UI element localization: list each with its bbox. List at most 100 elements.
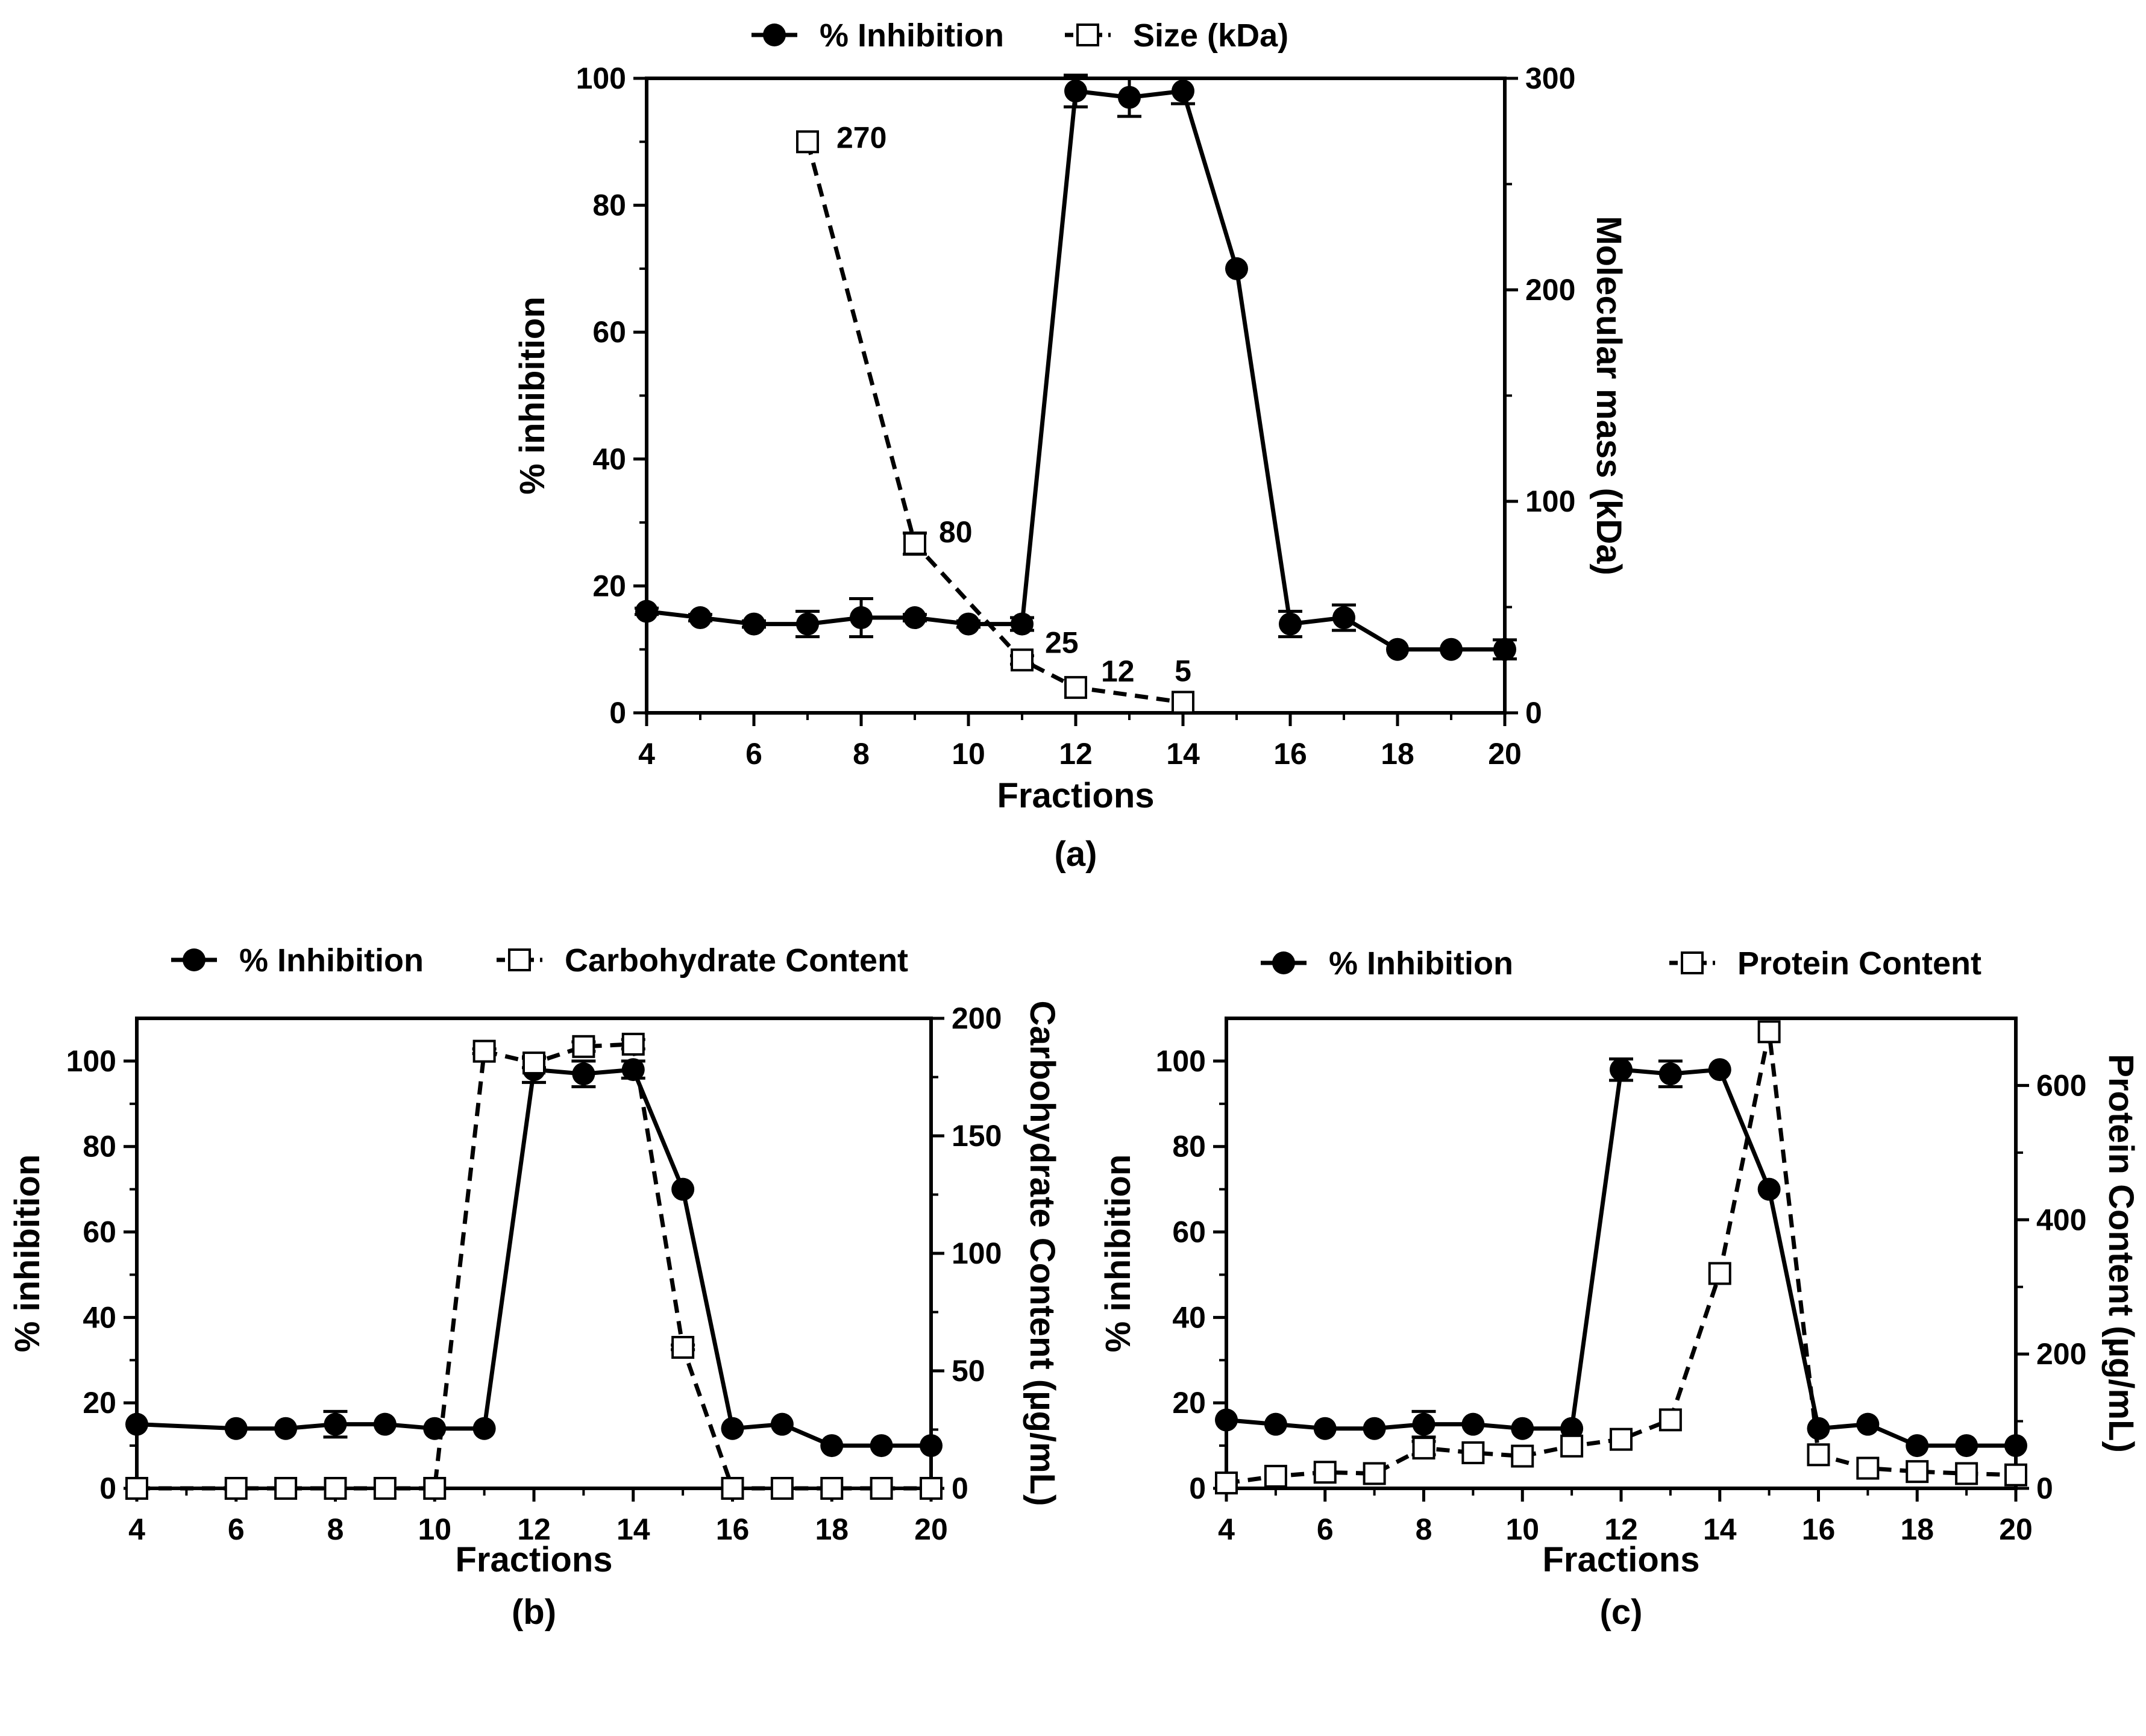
content-point — [870, 1477, 893, 1500]
x-tick-label: 10 — [1505, 1512, 1539, 1546]
inhibition-point — [1118, 86, 1141, 109]
y-right-tick-label: 0 — [1525, 696, 1542, 730]
content-point — [1955, 1462, 1978, 1485]
x-tick-label: 18 — [1900, 1512, 1934, 1546]
inhibition-point — [850, 606, 873, 630]
inhibition-point — [1172, 80, 1194, 103]
content-point — [920, 1477, 943, 1500]
content-point — [621, 1032, 645, 1056]
series-solid-line — [646, 89, 1505, 652]
inhibition-point — [920, 1434, 943, 1458]
x-tick-label: 16 — [1802, 1512, 1836, 1546]
inhibition-point — [1708, 1058, 1731, 1082]
panel-caption: (b) — [512, 1593, 556, 1632]
x-tick-label: 18 — [1381, 737, 1414, 771]
inhibition-point — [742, 612, 765, 636]
x-tick-label: 4 — [128, 1512, 145, 1546]
content-point — [671, 1336, 695, 1359]
x-tick-label: 8 — [327, 1512, 344, 1546]
inhibition-point — [820, 1434, 844, 1458]
y-left-tick-label: 20 — [83, 1386, 116, 1420]
content-point — [1215, 1471, 1238, 1495]
x-tick-label: 10 — [952, 737, 985, 771]
inhibition-point — [1906, 1434, 1929, 1458]
legend-marker-square — [508, 948, 531, 971]
y-right-tick-label: 400 — [2036, 1203, 2086, 1236]
x-tick-label: 10 — [418, 1512, 451, 1546]
y-right-axis-title: Carbohydrate Content (µg/mL) — [1023, 1001, 1062, 1506]
legend-label: Size (kDa) — [1133, 17, 1288, 54]
inhibition-point — [1386, 638, 1409, 661]
inhibition-point — [957, 612, 980, 636]
x-tick-label: 4 — [1218, 1512, 1235, 1546]
content-point — [1906, 1460, 1929, 1484]
x-axis-title: Fractions — [455, 1540, 612, 1579]
legend-marker-circle — [1272, 951, 1295, 974]
x-tick-label: 12 — [517, 1512, 551, 1546]
inhibition-point — [796, 612, 819, 636]
series-solid-line — [136, 1067, 931, 1448]
legend-label: % Inhibition — [1329, 945, 1513, 982]
content-point — [2004, 1463, 2027, 1487]
inhibition-point — [1215, 1408, 1238, 1432]
content-point — [1172, 691, 1194, 714]
x-tick-label: 12 — [1059, 737, 1093, 771]
y-right-tick-label: 200 — [2036, 1337, 2086, 1371]
x-tick-label: 20 — [1999, 1512, 2033, 1546]
y-left-tick-label: 40 — [592, 442, 626, 476]
inhibition-point — [1363, 1417, 1386, 1440]
content-point — [1412, 1437, 1435, 1460]
content-point — [1511, 1444, 1534, 1468]
legend-marker-square — [1076, 24, 1099, 46]
inhibition-point — [324, 1412, 347, 1436]
x-tick-label: 18 — [815, 1512, 849, 1546]
size-point-label: 80 — [939, 515, 973, 549]
content-point — [423, 1477, 447, 1500]
inhibition-point — [1412, 1412, 1435, 1436]
inhibition-point — [1511, 1417, 1534, 1440]
inhibition-point — [1955, 1434, 1978, 1458]
y-right-tick-label: 300 — [1525, 61, 1575, 95]
legend-marker-circle — [763, 24, 786, 46]
series-solid-line — [1226, 1067, 2016, 1448]
panel-caption: (a) — [1055, 835, 1097, 874]
size-point-label: 12 — [1101, 654, 1135, 688]
y-left-tick-label: 0 — [1189, 1471, 1206, 1505]
panel-c: 4 6 8 10 12 14 16 18 200204060801000200400600Fra… — [1099, 945, 2141, 1632]
series-dashed-line — [1226, 1029, 2016, 1485]
inhibition-point — [1279, 612, 1302, 636]
x-tick-label: 20 — [914, 1512, 948, 1546]
size-point-label: 25 — [1045, 625, 1079, 659]
inhibition-point — [621, 1058, 645, 1082]
inhibition-point — [1064, 80, 1087, 103]
inhibition-point — [1493, 638, 1516, 661]
y-left-tick-label: 80 — [83, 1130, 116, 1164]
inhibition-point — [671, 1177, 695, 1201]
inhibition-point — [125, 1412, 148, 1436]
content-point — [770, 1477, 794, 1500]
inhibition-point — [903, 606, 926, 630]
inhibition-point — [224, 1417, 248, 1440]
y-left-tick-label: 100 — [1156, 1044, 1206, 1078]
content-point — [324, 1477, 347, 1500]
inhibition-point — [1856, 1412, 1880, 1436]
y-right-tick-label: 50 — [952, 1354, 985, 1388]
x-tick-label: 6 — [1317, 1512, 1334, 1546]
y-left-tick-label: 60 — [1172, 1215, 1206, 1249]
y-left-tick-label: 100 — [576, 61, 626, 95]
x-tick-label: 6 — [228, 1512, 245, 1546]
panel-a: 4 6 8 10 12 14 16 18 200204060801000100200300Fra… — [513, 17, 1628, 874]
inhibition-point — [870, 1434, 893, 1458]
content-point — [1064, 675, 1087, 699]
content-point — [820, 1477, 844, 1500]
content-point — [274, 1477, 298, 1500]
x-tick-label: 20 — [1488, 737, 1522, 771]
y-right-tick-label: 200 — [952, 1001, 1002, 1035]
y-right-tick-label: 600 — [2036, 1068, 2086, 1102]
inhibition-point — [1658, 1062, 1682, 1086]
y-left-tick-label: 20 — [1172, 1386, 1206, 1420]
content-point — [522, 1051, 545, 1075]
inhibition-point — [1011, 612, 1034, 636]
inhibition-point — [1757, 1177, 1781, 1201]
inhibition-point — [1610, 1058, 1633, 1082]
